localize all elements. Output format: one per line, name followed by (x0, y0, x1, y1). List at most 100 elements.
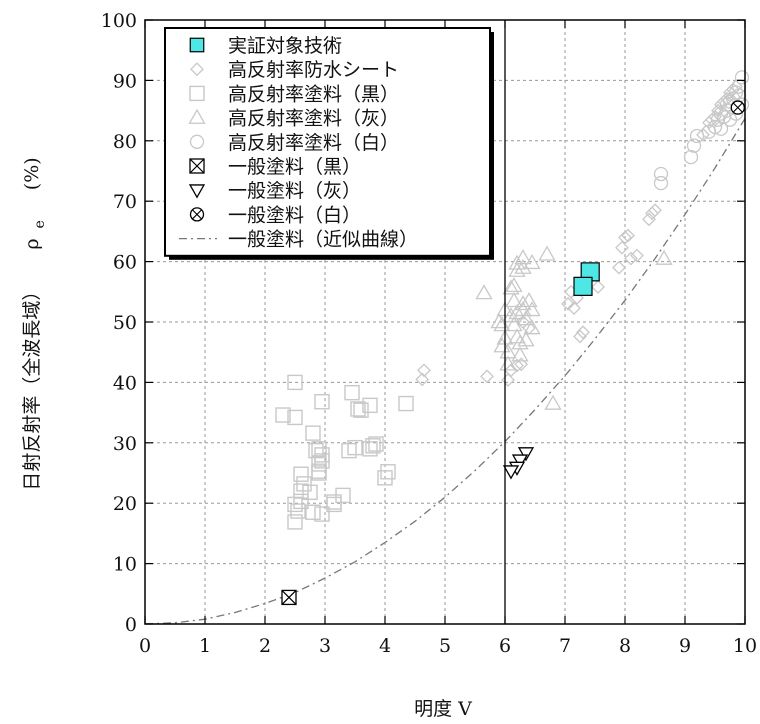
y-axis-unit: (%) (21, 157, 43, 190)
data-point (511, 346, 529, 362)
marker-shape (653, 166, 669, 182)
legend-item: 高反射率塗料（黒） (189, 82, 399, 105)
marker-shape (523, 301, 541, 317)
data-point (624, 251, 638, 266)
marker-shape (630, 248, 644, 263)
y-tick-label: 0 (125, 614, 137, 636)
marker-shape (544, 394, 562, 410)
data-point (523, 253, 541, 270)
marker-shape (502, 279, 520, 295)
y-axis-title-group: 日射反射率（全波長域） ρ e (%) (21, 157, 48, 490)
marker-shape (368, 436, 384, 452)
data-point (722, 112, 738, 127)
series-6-points (502, 447, 535, 480)
data-point (475, 284, 493, 300)
data-point (415, 372, 430, 387)
data-point (573, 276, 593, 296)
legend-label: 実証対象技術 (228, 35, 342, 57)
data-point (508, 261, 526, 277)
data-point (523, 319, 541, 335)
marker-shape (311, 463, 327, 479)
data-point (490, 313, 508, 329)
legend-item: 実証対象技術 (189, 35, 342, 57)
data-point (293, 466, 309, 482)
data-point (493, 337, 511, 353)
marker-shape (642, 212, 656, 227)
y-tick-label: 60 (113, 252, 137, 274)
data-point (293, 493, 309, 510)
marker-shape (624, 251, 638, 266)
data-point (293, 483, 309, 499)
x-tick-label: 7 (559, 635, 571, 657)
y-tick-label: 10 (113, 554, 137, 576)
data-point (508, 254, 526, 270)
data-point (365, 438, 381, 454)
marker-shape (505, 292, 523, 308)
marker-shape (335, 487, 351, 504)
data-point (642, 212, 656, 227)
marker-shape (696, 127, 710, 142)
data-point (630, 248, 644, 263)
marker-shape (576, 325, 590, 340)
y-tick-label: 20 (113, 493, 137, 515)
y-axis-symbol: ρ (21, 239, 43, 250)
data-point (514, 249, 532, 265)
marker-shape (293, 466, 309, 482)
legend-marker (189, 85, 205, 102)
marker-shape (683, 149, 699, 165)
data-point (653, 166, 669, 182)
data-point (368, 436, 384, 452)
data-point (350, 401, 366, 417)
data-point (501, 373, 515, 387)
data-point (311, 441, 327, 457)
marker-shape (615, 240, 629, 255)
marker-shape (508, 261, 526, 277)
data-point (538, 245, 556, 261)
data-point (344, 384, 360, 401)
marker-shape (505, 316, 523, 332)
data-point (505, 276, 523, 293)
legend-label: 一般塗料（灰） (228, 179, 361, 202)
y-tick-label: 90 (113, 70, 137, 92)
x-tick-label: 6 (499, 635, 511, 657)
marker-shape (612, 260, 626, 275)
marker-shape (415, 372, 430, 387)
marker-shape (493, 316, 511, 332)
legend-item: 高反射率防水シート (190, 59, 399, 81)
data-point (523, 301, 541, 317)
data-point (314, 506, 330, 522)
data-point (730, 100, 745, 115)
marker-shape (722, 112, 738, 127)
marker-shape (621, 228, 635, 243)
marker-shape (305, 504, 321, 520)
marker-shape (523, 253, 541, 270)
marker-shape (655, 249, 673, 265)
y-tick-label: 50 (113, 312, 137, 334)
data-point (502, 279, 520, 295)
marker-shape (293, 483, 309, 499)
data-point (517, 331, 535, 347)
marker-shape (314, 506, 330, 522)
marker-shape (188, 184, 206, 199)
marker-shape (287, 409, 303, 426)
y-tick-label: 100 (101, 10, 137, 32)
marker-shape (350, 401, 366, 417)
data-point (305, 504, 321, 520)
data-point (417, 363, 431, 378)
data-point (493, 316, 511, 332)
marker-shape (573, 329, 587, 344)
marker-shape (645, 206, 659, 221)
marker-shape (499, 355, 517, 371)
marker-shape (511, 346, 529, 362)
marker-shape (508, 254, 526, 270)
legend-item: 高反射率塗料（灰） (188, 107, 399, 130)
data-point (686, 138, 702, 153)
y-axis-title-wrapper: 日射反射率（全波長域） ρ e (%) (21, 157, 48, 490)
marker-shape (591, 280, 605, 294)
data-point (353, 402, 369, 418)
marker-shape (707, 119, 723, 135)
data-point (287, 514, 303, 530)
marker-shape (502, 465, 520, 480)
